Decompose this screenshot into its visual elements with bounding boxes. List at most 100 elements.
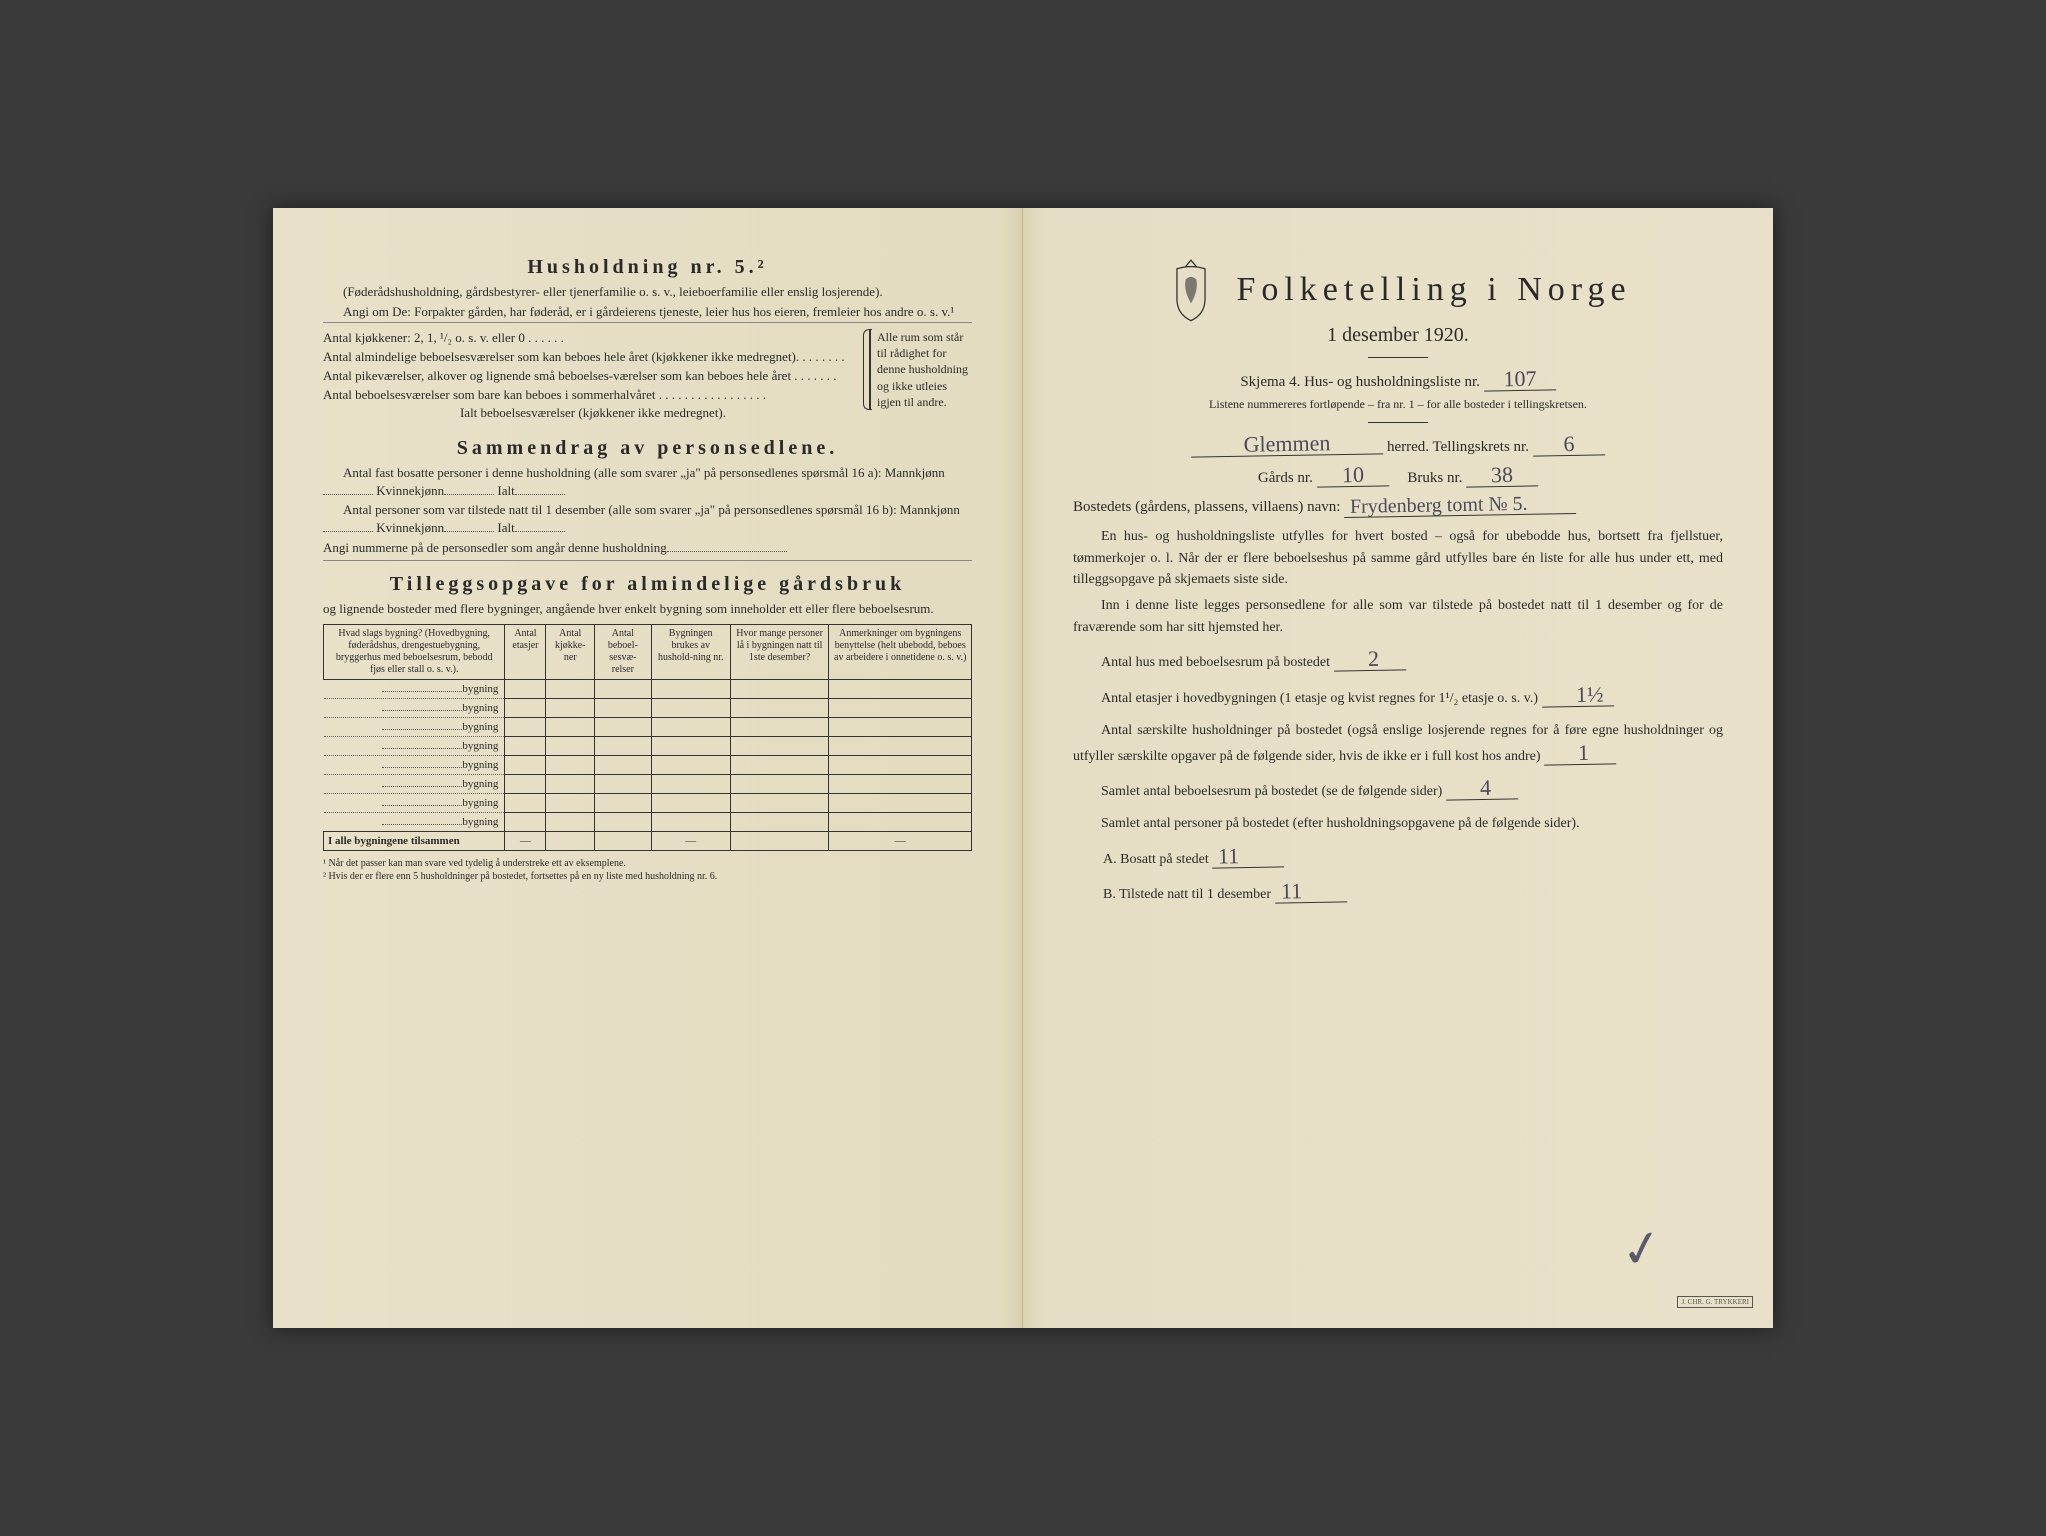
- aB-value: 11: [1274, 880, 1346, 904]
- document-spread: Husholdning nr. 5.² (Føderådshusholdning…: [273, 208, 1773, 1328]
- skjema-label: Skjema 4. Hus- og husholdningsliste nr.: [1240, 374, 1480, 390]
- bruks-nr-value: 38: [1466, 463, 1538, 487]
- row-suffix: bygning: [462, 702, 498, 714]
- row-suffix: bygning: [462, 759, 498, 771]
- rooms-l2: Antal pikeværelser, alkover og lignende …: [323, 367, 863, 386]
- th-5: Hvor mange personer lå i bygningen natt …: [730, 624, 829, 679]
- tillegg-title: Tilleggsopgave for almindelige gårdsbruk: [323, 573, 972, 596]
- q-personer: Samlet antal personer på bostedet (efter…: [1073, 813, 1723, 835]
- row-suffix: bygning: [462, 816, 498, 828]
- q-rum: Samlet antal beboelsesrum på bostedet (s…: [1101, 784, 1442, 799]
- dash: —: [505, 831, 546, 850]
- para1: En hus- og husholdningsliste utfylles fo…: [1073, 526, 1723, 591]
- a-etasjer: 1½: [1541, 683, 1613, 707]
- summary-l1b: Kvinnekjønn: [376, 483, 444, 498]
- brace-note: Alle rum som står til rådighet for denne…: [869, 329, 972, 410]
- table-row: bygning: [324, 736, 972, 755]
- bosted-value: Frydenberg tomt № 5.: [1344, 493, 1576, 518]
- qA-row: A. Bosatt på stedet 11: [1103, 845, 1723, 871]
- para2-text: Inn i denne liste legges personsedlene f…: [1073, 595, 1723, 638]
- table-row: bygning: [324, 679, 972, 698]
- kjokken-line: Antal kjøkkener: 2, 1, ¹/₂ o. s. v. elle…: [323, 329, 863, 348]
- gards-nr-value: 10: [1316, 463, 1388, 487]
- rooms-block: Antal kjøkkener: 2, 1, ¹/₂ o. s. v. elle…: [323, 329, 972, 423]
- aA-value: 11: [1212, 844, 1284, 868]
- q-etasjer-row: Antal etasjer i hovedbygningen (1 etasje…: [1073, 684, 1723, 710]
- bruks-label: Bruks nr.: [1407, 470, 1462, 486]
- building-table: Hvad slags bygning? (Hovedbygning, føder…: [323, 624, 972, 851]
- q-rum-row: Samlet antal beboelsesrum på bostedet (s…: [1073, 777, 1723, 803]
- bosted-row: Bostedets (gårdens, plassens, villaens) …: [1073, 495, 1723, 516]
- list-note: Listene nummereres fortløpende – fra nr.…: [1073, 397, 1723, 412]
- row-suffix: bygning: [462, 683, 498, 695]
- footnote-2: ² Hvis der er flere enn 5 husholdninger …: [323, 870, 972, 883]
- qB-label: B. Tilstede natt til 1 desember: [1103, 887, 1271, 902]
- footnotes: ¹ Når det passer kan man svare ved tydel…: [323, 857, 972, 883]
- row-suffix: bygning: [462, 797, 498, 809]
- q-hus-row: Antal hus med beboelsesrum på bostedet 2: [1073, 648, 1723, 674]
- q-hushold: Antal særskilte husholdninger på bostede…: [1073, 723, 1723, 764]
- summary-l2b: Kvinnekjønn: [376, 520, 444, 535]
- rule-icon: [1368, 422, 1428, 423]
- gards-label: Gårds nr.: [1258, 470, 1313, 486]
- skjema-line: Skjema 4. Hus- og husholdningsliste nr. …: [1073, 368, 1723, 391]
- summary-line1: Antal fast bosatte personer i denne hush…: [323, 464, 972, 499]
- krets-nr-value: 6: [1533, 432, 1605, 456]
- main-date: 1 desember 1920.: [1073, 324, 1723, 347]
- herred-value: Glemmen: [1191, 431, 1383, 457]
- th-3: Antal beboel-sesvæ-relser: [594, 624, 651, 679]
- table-body: bygning bygning bygning bygning bygning …: [324, 679, 972, 850]
- th-0: Hvad slags bygning? (Hovedbygning, føder…: [324, 624, 505, 679]
- qA-label: A. Bosatt på stedet: [1103, 852, 1209, 867]
- table-row: bygning: [324, 717, 972, 736]
- table-row: bygning: [324, 774, 972, 793]
- summary-l2c: Ialt: [497, 520, 514, 535]
- herred-row: Glemmen herred. Tellingskrets nr. 6: [1073, 433, 1723, 456]
- para1-text: En hus- og husholdningsliste utfylles fo…: [1073, 526, 1723, 591]
- skjema-nr-value: 107: [1483, 367, 1555, 391]
- gards-row: Gårds nr. 10 Bruks nr. 38: [1073, 464, 1723, 487]
- summary-l1a: Antal fast bosatte personer i denne hush…: [343, 465, 945, 480]
- household5-line1: Angi om De: Forpakter gården, har føderå…: [323, 303, 972, 321]
- th-6: Anmerkninger om bygningens benyttelse (h…: [829, 624, 972, 679]
- herred-label: herred. Tellingskrets nr.: [1387, 439, 1529, 455]
- tillegg-sub: og lignende bosteder med flere bygninger…: [323, 600, 972, 618]
- right-page: Folketelling i Norge 1 desember 1920. Sk…: [1023, 208, 1773, 1328]
- a-rum: 4: [1446, 777, 1518, 801]
- household5-subtitle: (Føderådshusholdning, gårdsbestyrer- ell…: [323, 283, 972, 301]
- summary-line3: Angi nummerne på de personsedler som ang…: [323, 539, 972, 557]
- q-etasjer: Antal etasjer i hovedbygningen (1 etasje…: [1101, 691, 1538, 706]
- rule-icon: [1368, 357, 1428, 358]
- table-row: bygning: [324, 698, 972, 717]
- para2: Inn i denne liste legges personsedlene f…: [1073, 595, 1723, 638]
- checkmark-icon: ✓: [1616, 1217, 1667, 1281]
- th-1: Antal etasjer: [505, 624, 546, 679]
- th-4: Bygningen brukes av hushold-ning nr.: [651, 624, 730, 679]
- summary-l3-text: Angi nummerne på de personsedler som ang…: [323, 540, 667, 555]
- summary-line2: Antal personer som var tilstede natt til…: [323, 501, 972, 536]
- main-title: Folketelling i Norge: [1236, 271, 1631, 309]
- table-row: bygning: [324, 793, 972, 812]
- a-hushold: 1: [1544, 741, 1616, 765]
- table-row: bygning: [324, 812, 972, 831]
- row-suffix: bygning: [462, 778, 498, 790]
- printer-mark: J. CHR. G. TRYKKERI: [1677, 1296, 1753, 1308]
- summary-title: Sammendrag av personsedlene.: [323, 437, 972, 460]
- th-2: Antal kjøkke-ner: [546, 624, 595, 679]
- coat-of-arms-icon: [1164, 258, 1218, 322]
- household5-title: Husholdning nr. 5.²: [323, 256, 972, 279]
- rooms-l3: Antal beboelsesværelser som bare kan beb…: [323, 386, 863, 405]
- dash: —: [829, 831, 972, 850]
- table-total-row: I alle bygningene tilsammen — — —: [324, 831, 972, 850]
- rooms-l1: Antal almindelige beboelsesværelser som …: [323, 348, 863, 367]
- q-hushold-row: Antal særskilte husholdninger på bostede…: [1073, 720, 1723, 767]
- summary-l2a: Antal personer som var tilstede natt til…: [343, 502, 960, 517]
- footnote-1: ¹ Når det passer kan man svare ved tydel…: [323, 857, 972, 870]
- left-page: Husholdning nr. 5.² (Føderådshusholdning…: [273, 208, 1023, 1328]
- total-label: I alle bygningene tilsammen: [324, 831, 505, 850]
- row-suffix: bygning: [462, 721, 498, 733]
- row-suffix: bygning: [462, 740, 498, 752]
- bosted-label: Bostedets (gårdens, plassens, villaens) …: [1073, 499, 1340, 515]
- q-personer-row: Samlet antal personer på bostedet (efter…: [1073, 813, 1723, 835]
- q-hus: Antal hus med beboelsesrum på bostedet: [1101, 655, 1330, 670]
